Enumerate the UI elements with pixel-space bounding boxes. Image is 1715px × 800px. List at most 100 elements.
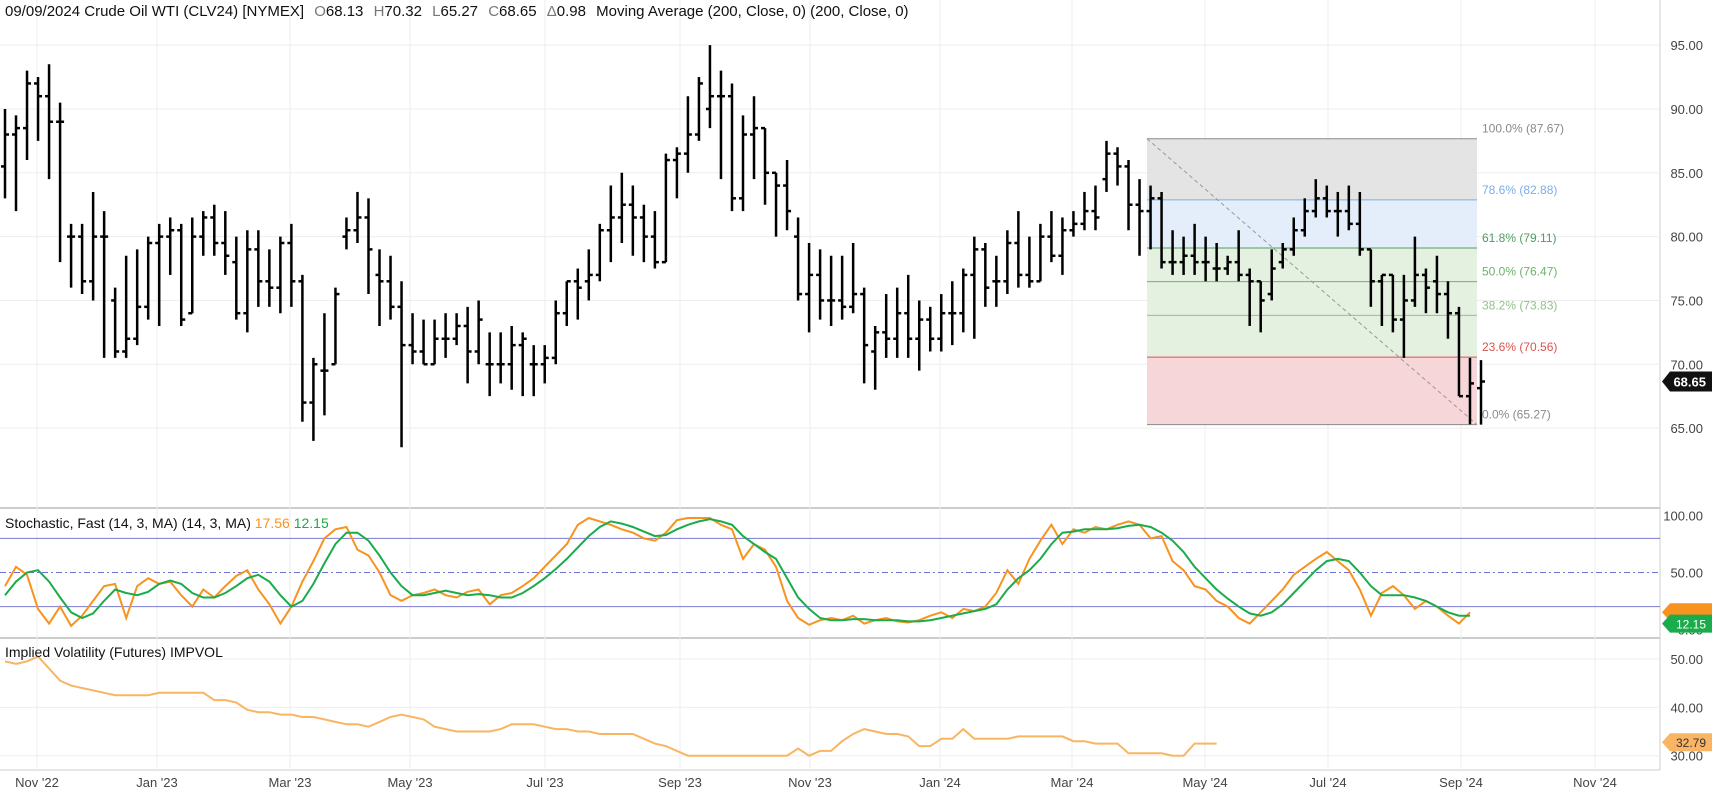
ohlc-bar [276,236,285,314]
ohlc-bar [650,211,659,269]
ohlc-bar [1,108,9,199]
stochastic-k-value: 17.56 [254,515,290,531]
ohlc-bar [727,83,736,212]
impvol-y-tick: 50.00 [1670,652,1703,667]
low-key: L [432,3,441,20]
ohlc-bar [1245,268,1254,326]
ohlc-bar [89,191,98,301]
stochastic-title: Stochastic, Fast (14, 3, MA) (14, 3, MA)… [5,515,329,531]
ohlc-bar [992,255,1001,307]
header-date: 09/09/2024 [5,3,81,20]
ohlc-bar [419,319,428,366]
open-value: 68.13 [325,3,364,20]
ohlc-bar [210,204,219,256]
ohlc-bar [1366,248,1375,307]
impvol-name: Implied Volatility (Futures) [5,644,167,660]
ohlc-bar [1036,223,1045,283]
ohlc-bar [970,236,979,339]
price-bars[interactable] [1,45,1485,448]
fib-zone [1147,138,1477,200]
x-tick-label: Nov '24 [1573,775,1617,790]
x-tick-label: May '23 [387,775,432,790]
ohlc-bar [794,217,803,301]
ohlc-bar [1399,274,1408,358]
ohlc-bar [540,345,549,384]
x-tick-label: Sep '23 [658,775,702,790]
close-key: C [488,3,500,20]
ohlc-bar [562,280,571,326]
low-value: 65.27 [440,3,479,20]
ohlc-bar [705,45,714,129]
fib-level-label: 23.6% (70.56) [1482,340,1557,354]
stochastic-params: (14, 3, MA) [181,515,251,531]
ohlc-bar [287,223,296,307]
ohlc-bar [761,126,770,205]
fib-level-label: 61.8% (79.11) [1482,231,1557,245]
impvol-y-tick: 40.00 [1670,700,1703,715]
ohlc-bar [772,171,781,237]
ohlc-bar [1267,249,1276,301]
ohlc-bar [1344,185,1353,231]
y-tick-label: 75.00 [1670,293,1703,308]
ohlc-bar [1102,140,1111,192]
x-tick-label: Nov '22 [15,775,59,790]
ohlc-bar [1179,236,1188,275]
x-tick-label: Mar '23 [269,775,312,790]
change-key: Δ [546,3,557,20]
ohlc-bar [1234,230,1243,282]
stochastic-series-line [4,518,1470,623]
ohlc-bar [1300,198,1309,237]
fib-level-label: 78.6% (82.88) [1482,183,1557,197]
ohlc-bar [144,236,153,320]
ohlc-bar [518,332,527,397]
impvol-last-tag [1662,733,1712,752]
ohlc-bar [1113,147,1122,186]
ohlc-bar [474,300,483,365]
ohlc-bar [155,223,164,326]
ohlc-bar [595,223,604,282]
impvol-y-tick: 30.00 [1670,749,1703,764]
ohlc-bar [1223,255,1232,275]
x-tick-label: Sep '24 [1439,775,1483,790]
ohlc-bar [937,294,946,352]
ohlc-bar [871,325,880,390]
ohlc-bar [573,268,582,320]
ohlc-bar [827,255,836,326]
ohlc-bar [1124,160,1133,231]
y-tick-label: 65.00 [1670,421,1703,436]
x-tick-label: Nov '23 [788,775,832,790]
fib-zone [1147,281,1477,316]
ohlc-bar [683,96,692,173]
ohlc-bar [1135,179,1144,256]
ohlc-bar [948,281,957,346]
ohlc-bar [298,274,307,422]
ohlc-bar [364,198,373,295]
fib-zone [1147,247,1477,282]
ohlc-bar [926,306,935,352]
impvol-series-line [4,655,1217,757]
high-value: 70.32 [384,3,422,20]
ohlc-bar [838,255,847,320]
ohlc-bar [694,77,703,141]
ohlc-bar [1355,191,1364,256]
ohlc-bar [661,153,670,264]
ohlc-bar [639,204,648,263]
ohlc-bar [441,313,450,358]
fibonacci-retracement[interactable]: 100.0% (87.67) 78.6% (82.88) 61.8% (79.11)… [1146,122,1564,426]
ohlc-bar [243,230,252,333]
ohlc-bar [1212,243,1221,282]
ohlc-bar [56,102,65,263]
ohlc-bar [1047,211,1056,263]
ohlc-bar [496,332,505,384]
impvol-short: IMPVOL [169,644,223,660]
fib-zone [1147,357,1477,425]
ohlc-bar [100,211,109,358]
ohlc-bar [672,147,681,199]
x-tick-label: May '24 [1182,775,1227,790]
ohlc-bar [23,70,32,161]
x-tick-label: Jan '24 [919,775,961,790]
ohlc-bar [716,70,725,180]
